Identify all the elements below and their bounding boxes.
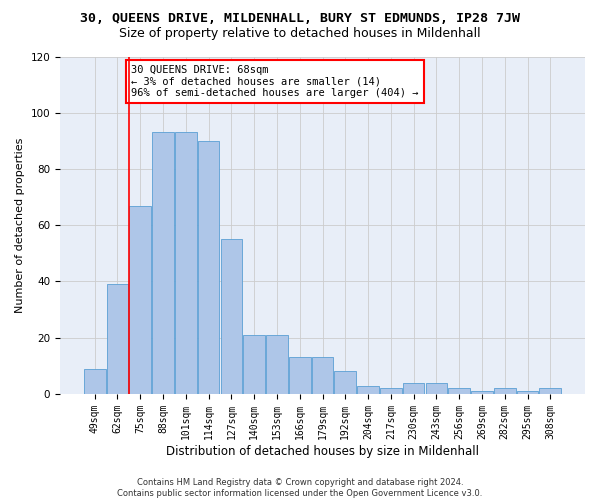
Bar — [244, 335, 265, 394]
Bar — [448, 388, 470, 394]
Bar — [221, 240, 242, 394]
Text: Size of property relative to detached houses in Mildenhall: Size of property relative to detached ho… — [119, 28, 481, 40]
Text: 30, QUEENS DRIVE, MILDENHALL, BURY ST EDMUNDS, IP28 7JW: 30, QUEENS DRIVE, MILDENHALL, BURY ST ED… — [80, 12, 520, 26]
Bar — [311, 358, 334, 394]
Bar — [425, 382, 447, 394]
Bar — [403, 382, 424, 394]
Text: 30 QUEENS DRIVE: 68sqm
← 3% of detached houses are smaller (14)
96% of semi-deta: 30 QUEENS DRIVE: 68sqm ← 3% of detached … — [131, 65, 419, 98]
Bar — [107, 284, 128, 394]
Text: Contains HM Land Registry data © Crown copyright and database right 2024.
Contai: Contains HM Land Registry data © Crown c… — [118, 478, 482, 498]
Bar — [198, 141, 220, 394]
Bar — [175, 132, 197, 394]
Y-axis label: Number of detached properties: Number of detached properties — [15, 138, 25, 313]
Bar — [84, 368, 106, 394]
Bar — [380, 388, 401, 394]
Bar — [289, 358, 311, 394]
Bar — [357, 386, 379, 394]
Bar — [152, 132, 174, 394]
Bar — [539, 388, 561, 394]
Bar — [334, 372, 356, 394]
Bar — [471, 391, 493, 394]
Bar — [130, 206, 151, 394]
Bar — [266, 335, 288, 394]
Bar — [494, 388, 515, 394]
X-axis label: Distribution of detached houses by size in Mildenhall: Distribution of detached houses by size … — [166, 444, 479, 458]
Bar — [517, 391, 538, 394]
